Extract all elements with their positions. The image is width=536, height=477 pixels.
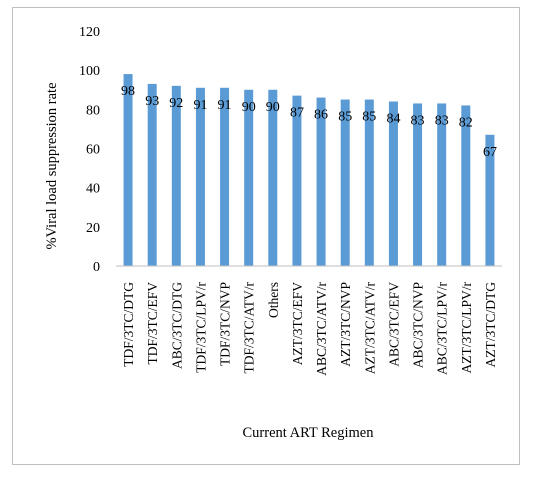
- category-label: AZT/3TC/EFV: [290, 282, 305, 365]
- data-label: 90: [266, 100, 280, 115]
- data-label: 86: [314, 108, 328, 123]
- category-label: AZT/3TC/ATV/r: [362, 282, 377, 375]
- data-label: 83: [411, 113, 425, 128]
- y-axis-ticks: 0 20 40 60 80 100 120: [79, 25, 100, 275]
- bar: [195, 87, 205, 266]
- category-label: AZT/3TC/LPV/r: [459, 282, 474, 374]
- data-label: 91: [218, 98, 232, 113]
- data-label: 85: [338, 110, 352, 125]
- bar: [461, 105, 471, 266]
- bar: [220, 87, 230, 266]
- bar: [485, 134, 495, 266]
- bar: [268, 89, 278, 266]
- bar: [171, 85, 181, 266]
- x-axis-title: Current ART Regimen: [243, 425, 375, 441]
- data-label: 82: [459, 115, 473, 130]
- category-label: TDF/3TC/NVP: [218, 282, 233, 366]
- y-tick-label: 60: [86, 143, 100, 158]
- category-label: AZT/3TC/DTG: [483, 282, 498, 368]
- data-label: 92: [169, 96, 183, 111]
- bar: [292, 95, 302, 267]
- bar: [123, 74, 133, 266]
- bar: [316, 97, 326, 266]
- category-label: TDF/3TC/LPV/r: [193, 282, 208, 373]
- y-tick-label: 120: [79, 25, 100, 40]
- bar: [364, 99, 374, 266]
- y-tick-label: 40: [86, 182, 100, 197]
- y-tick-label: 0: [93, 260, 100, 275]
- data-label: 91: [193, 98, 207, 113]
- y-tick-label: 100: [79, 64, 100, 79]
- data-label: 85: [362, 110, 376, 125]
- category-label: ABC/3TC/DTG: [169, 282, 184, 369]
- category-label: TDF/3TC/DTG: [121, 282, 136, 367]
- category-labels: TDF/3TC/DTG TDF/3TC/EFV ABC/3TC/DTG TDF/3TC…: [121, 282, 498, 376]
- bars: [123, 74, 495, 267]
- data-labels: 98 93 92 91 91 90 90 87 86 85 85 84 83 83 82 67: [121, 84, 497, 160]
- data-label: 98: [121, 84, 135, 99]
- data-label: 90: [242, 100, 256, 115]
- y-tick-label: 20: [86, 221, 100, 236]
- category-label: AZT/3TC/NVP: [338, 282, 353, 367]
- bar: [340, 99, 350, 266]
- category-label: Others: [266, 282, 281, 318]
- data-label: 87: [290, 106, 304, 121]
- category-label: TDF/3TC/ATV/r: [242, 282, 257, 374]
- category-label: ABC/3TC/EFV: [386, 282, 401, 367]
- bar: [147, 83, 157, 267]
- data-label: 67: [483, 145, 497, 160]
- chart-frame: [12, 7, 520, 465]
- data-label: 93: [145, 94, 159, 109]
- bar: [244, 89, 254, 266]
- category-label: ABC/3TC/NVP: [411, 282, 426, 368]
- category-label: ABC/3TC/LPV/r: [435, 282, 450, 376]
- data-label: 83: [435, 113, 449, 128]
- y-tick-label: 80: [86, 103, 100, 118]
- category-label: ABC/3TC/ATV/r: [314, 282, 329, 376]
- bar: [413, 103, 423, 267]
- category-label: TDF/3TC/EFV: [145, 282, 160, 365]
- data-label: 84: [386, 112, 400, 127]
- bar: [437, 103, 447, 267]
- bar: [388, 101, 398, 266]
- y-axis-title: %Viral load suppression rate: [44, 82, 60, 249]
